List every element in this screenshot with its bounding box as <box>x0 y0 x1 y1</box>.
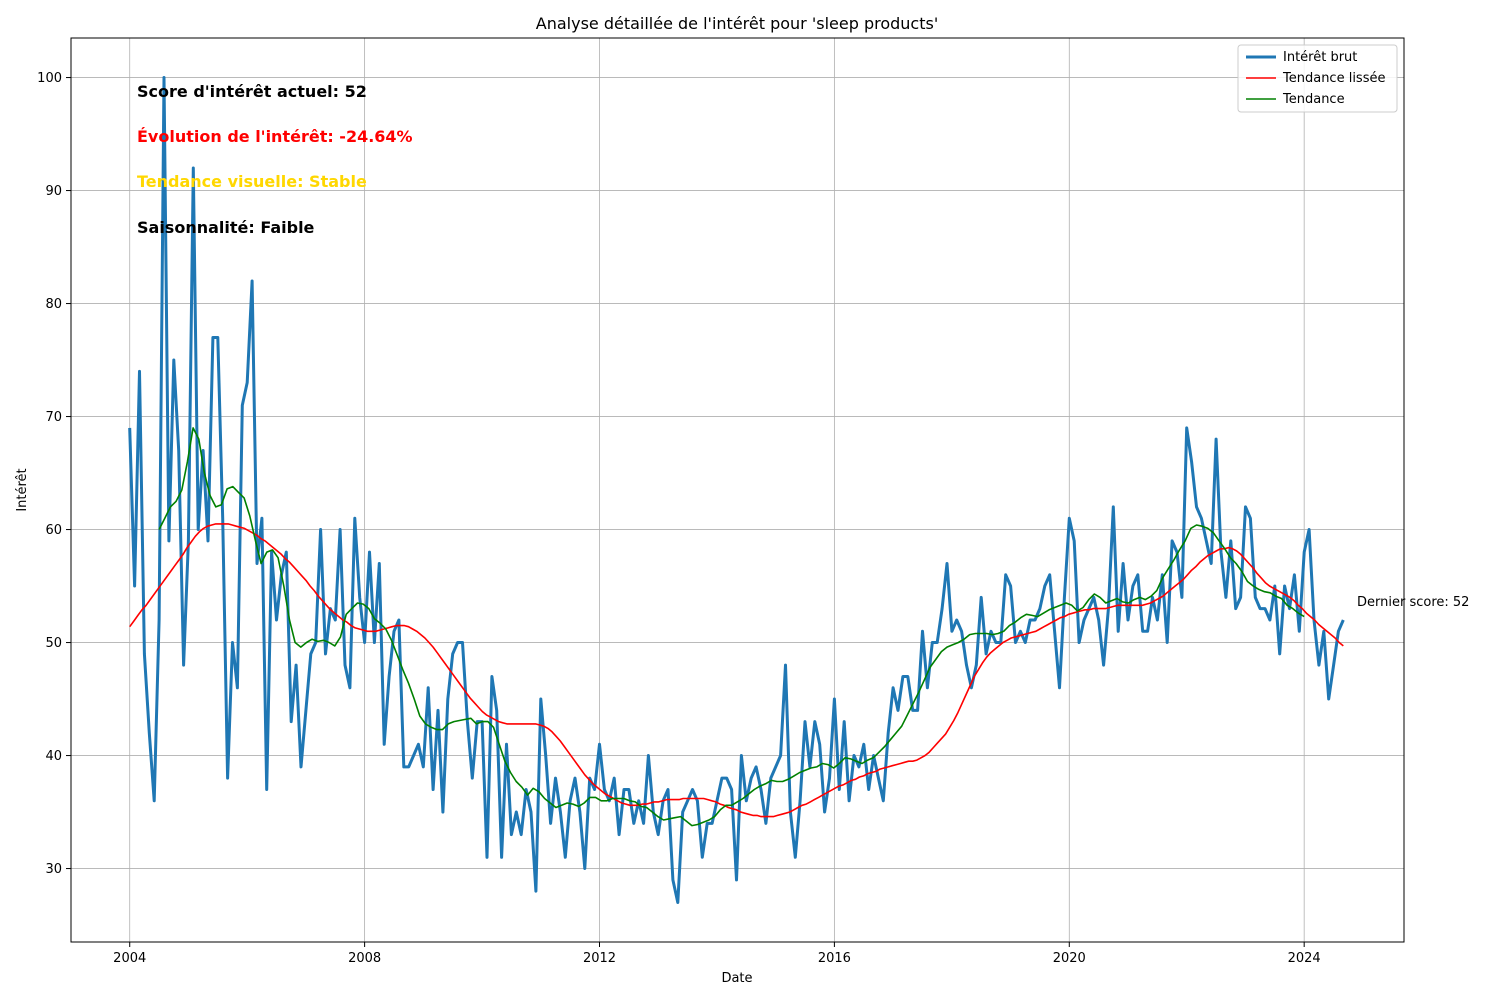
y-axis-ticks: 30 40 50 60 70 80 90 100 <box>37 71 71 877</box>
legend: Intérêt brut Tendance lissée Tendance <box>1237 44 1398 113</box>
series-line-raw <box>128 76 1345 904</box>
x-tick-label: 2012 <box>583 951 616 966</box>
last-score-annotation: Dernier score: 52 <box>1357 595 1469 610</box>
x-tick-label: 2004 <box>113 951 146 966</box>
legend-box <box>1237 44 1398 113</box>
y-tick-label: 60 <box>45 523 62 538</box>
axes-frame <box>70 37 1405 943</box>
y-tick-label: 50 <box>45 636 62 651</box>
y-tick-label: 80 <box>45 297 62 312</box>
x-axis-label: Date <box>721 971 752 986</box>
current-score-annotation: Score d'intérêt actuel: 52 <box>137 82 367 101</box>
legend-label-smoothed: Tendance lissée <box>1282 71 1385 86</box>
series-line-smoothed <box>129 523 1344 818</box>
visual-trend-annotation: Tendance visuelle: Stable <box>137 172 367 191</box>
x-axis-ticks: 2004 2008 2012 2016 2020 2024 <box>113 942 1321 966</box>
legend-label-trend: Tendance <box>1282 92 1345 107</box>
y-tick-label: 90 <box>45 184 62 199</box>
legend-label-raw: Intérêt brut <box>1283 50 1357 65</box>
chart-title: Analyse détaillée de l'intérêt pour 'sle… <box>536 14 938 33</box>
evolution-annotation: Évolution de l'intérêt: -24.64% <box>137 127 413 146</box>
series-line-trend <box>158 427 1305 827</box>
y-tick-label: 30 <box>45 862 62 877</box>
x-tick-label: 2024 <box>1288 951 1321 966</box>
x-tick-label: 2016 <box>818 951 851 966</box>
y-tick-label: 40 <box>45 749 62 764</box>
plot-area <box>128 76 1345 904</box>
y-axis-label: Intérêt <box>15 468 30 511</box>
y-tick-label: 70 <box>45 410 62 425</box>
x-tick-label: 2020 <box>1053 951 1086 966</box>
x-tick-label: 2008 <box>348 951 381 966</box>
seasonality-annotation: Saisonnalité: Faible <box>137 218 315 237</box>
y-tick-label: 100 <box>37 71 62 86</box>
grid-lines <box>71 38 1404 942</box>
